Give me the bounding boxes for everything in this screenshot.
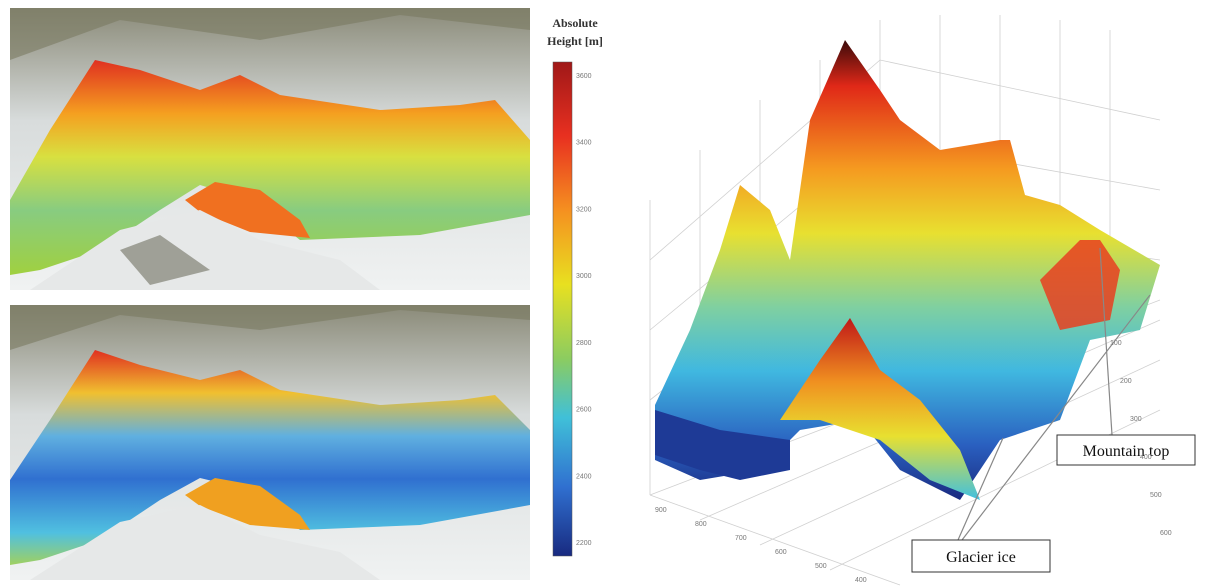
colorbar-tick-label: 2600 (576, 407, 592, 414)
colorbar: Absolute Height [m] 3600 3400 3200 3000 2800… (547, 16, 603, 556)
annotation-text: Glacier ice (946, 549, 1016, 566)
colorbar-title: Absolute (552, 16, 598, 30)
colorbar-tick-label: 3200 (576, 206, 592, 213)
axis-tick-label: 700 (735, 535, 747, 542)
axis-tick-label: 100 (1110, 340, 1122, 347)
annotation: Mountain top (1057, 435, 1195, 465)
colorbar-tick-label: 2200 (576, 540, 592, 547)
colorbar-tick-label: 2800 (576, 340, 592, 347)
axis-tick-label: 400 (1140, 454, 1152, 461)
surface-plot: Mountain top Glacier ice 100 200 300 400 500… (650, 15, 1195, 585)
render-top (10, 8, 530, 290)
axis-tick-label: 200 (1120, 378, 1132, 385)
annotation: Glacier ice (912, 540, 1050, 572)
axis-tick-label: 600 (1160, 530, 1172, 537)
colorbar-tick-label: 3000 (576, 273, 592, 280)
axis-tick-label: 500 (1150, 492, 1162, 499)
axis-tick-label: 500 (815, 563, 827, 570)
axis-tick-label: 300 (1130, 416, 1142, 423)
annotation-text: Mountain top (1083, 443, 1170, 460)
axis-tick-label: 400 (855, 577, 867, 584)
axis-tick-label: 800 (695, 521, 707, 528)
axis-tick-label: 600 (775, 549, 787, 556)
figure: Absolute Height [m] 3600 3400 3200 3000 2800… (0, 0, 1223, 586)
colorbar-tick-label: 2400 (576, 473, 592, 480)
colorbar-tick-label: 3600 (576, 73, 592, 80)
axis-tick-label: 900 (655, 507, 667, 514)
colorbar-title: Height [m] (547, 34, 603, 48)
colorbar-tick-label: 3400 (576, 140, 592, 147)
render-bottom (10, 305, 530, 580)
